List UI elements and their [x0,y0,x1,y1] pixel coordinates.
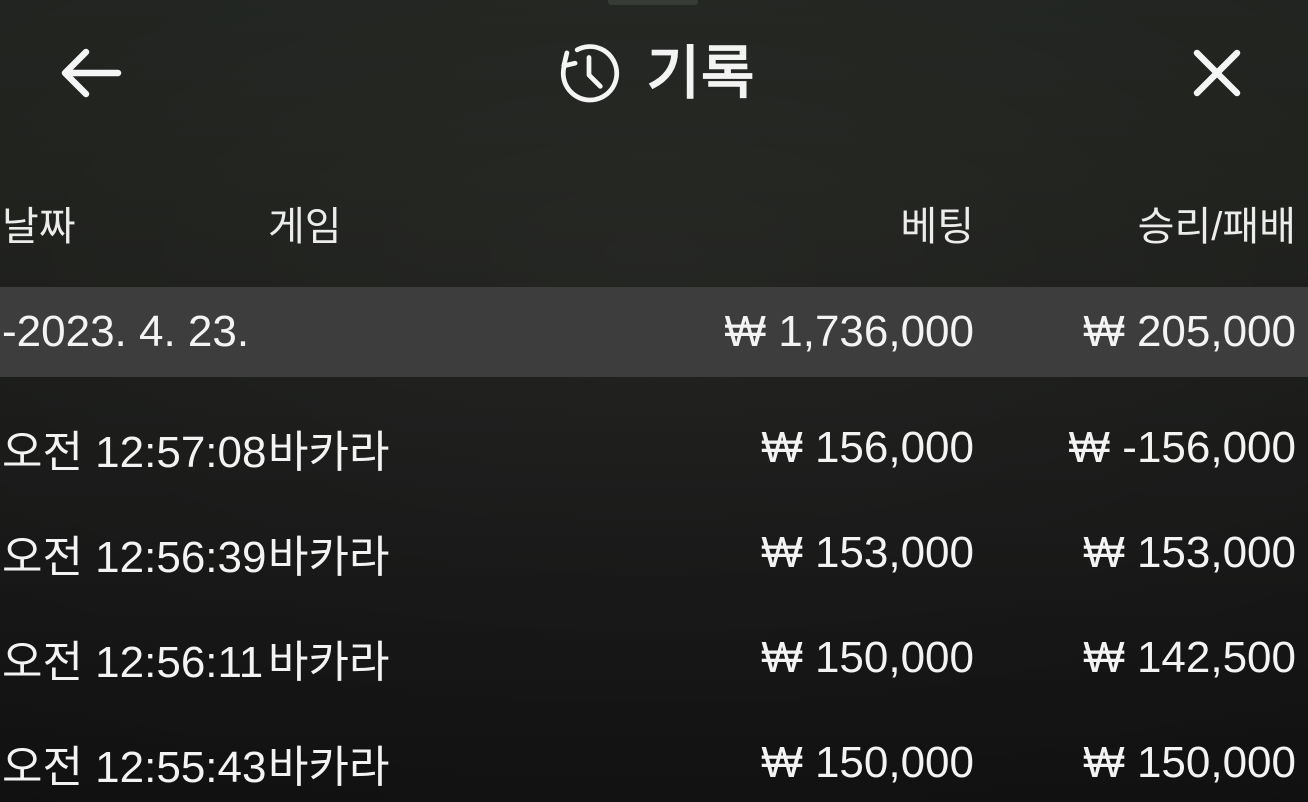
close-icon [1188,44,1246,102]
table-row[interactable]: 오전 12:56:11 바카라 ₩ 150,000 ₩ 142,500 [0,605,1308,710]
row-game: 바카라 [268,742,390,792]
back-button[interactable] [56,42,126,104]
row-winloss: ₩ 150,000 [1083,737,1296,787]
row-date: 오전 12:57:08 [2,427,267,477]
row-winloss: ₩ 142,500 [1083,632,1296,682]
row-winloss: ₩ 153,000 [1083,527,1296,577]
title-group: 기록 [0,34,1308,114]
column-header-bet: 베팅 [900,205,974,249]
summary-bet-total: ₩ 1,736,000 [724,307,975,356]
row-bet: ₩ 150,000 [761,737,974,787]
close-button[interactable] [1184,40,1250,106]
summary-row[interactable]: -2023. 4. 23. ₩ 1,736,000 ₩ 205,000 [0,287,1308,377]
row-game: 바카라 [268,532,390,582]
table-row[interactable]: 오전 12:57:08 바카라 ₩ 156,000 ₩ -156,000 [0,395,1308,500]
clock-history-icon [553,38,625,110]
column-header-winloss: 승리/패배 [1137,205,1296,249]
summary-date-range: -2023. 4. 23. [2,307,250,356]
column-header-game: 게임 [268,205,342,249]
row-date: 오전 12:56:39 [2,532,267,582]
header-bar: 기록 [0,0,1308,150]
row-game: 바카라 [268,637,390,687]
row-date: 오전 12:55:43 [2,742,267,792]
arrow-left-icon [58,44,124,102]
row-bet: ₩ 153,000 [761,527,974,577]
summary-winloss-total: ₩ 205,000 [1083,307,1296,356]
page-title: 기록 [646,41,756,106]
table-row[interactable]: 오전 12:55:43 바카라 ₩ 150,000 ₩ 150,000 [0,710,1308,802]
row-bet: ₩ 156,000 [761,422,974,472]
table-header-row: 날짜 게임 베팅 승리/패배 [0,188,1308,258]
column-header-date: 날짜 [2,205,76,249]
row-date: 오전 12:56:11 [2,637,264,687]
row-bet: ₩ 150,000 [761,632,974,682]
row-winloss: ₩ -156,000 [1068,422,1296,472]
row-game: 바카라 [268,427,390,477]
cutoff-element-top [608,0,698,5]
table-row[interactable]: 오전 12:56:39 바카라 ₩ 153,000 ₩ 153,000 [0,500,1308,605]
